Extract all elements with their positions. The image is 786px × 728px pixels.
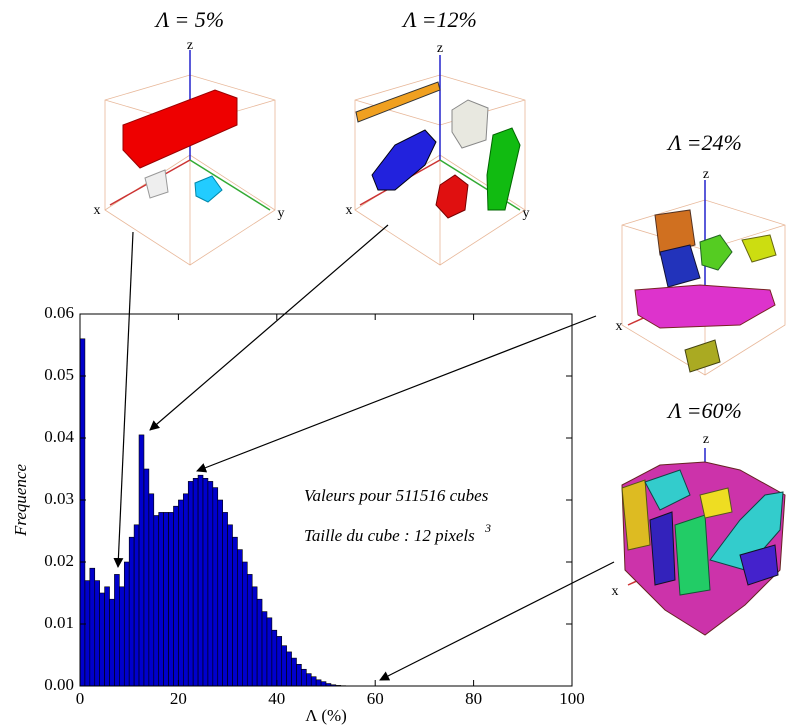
x-tick-label: 100 <box>559 689 585 708</box>
bar <box>128 536 135 687</box>
bar <box>197 474 204 687</box>
y-tick-label: 0.03 <box>44 489 74 508</box>
axis-label: x <box>612 584 619 599</box>
bar <box>217 499 223 687</box>
bar <box>271 629 278 687</box>
annotation-superscript: 3 <box>484 521 491 535</box>
bar <box>94 580 100 687</box>
y-tick-label: 0.05 <box>44 365 74 384</box>
inset-label: Λ =60% <box>666 398 742 423</box>
y-tick-label: 0.04 <box>44 427 74 446</box>
bar <box>281 645 287 687</box>
bar <box>138 434 145 687</box>
bar <box>291 657 297 687</box>
bar <box>163 512 169 687</box>
inset-4: Λ =60% z x <box>612 398 786 636</box>
y-tick-label: 0.02 <box>44 551 74 570</box>
axis-label: z <box>437 41 443 56</box>
bar <box>192 477 199 687</box>
annotation-text: Taille du cube : 12 pixels <box>304 526 475 545</box>
bar <box>173 505 179 687</box>
x-tick-label: 40 <box>268 689 285 708</box>
bar <box>320 681 327 687</box>
bar <box>168 512 174 687</box>
axis-label: y <box>523 206 530 221</box>
bar <box>104 586 110 687</box>
y-tick-label: 0.06 <box>44 303 74 322</box>
bar <box>143 468 150 687</box>
bar <box>301 668 307 687</box>
bar <box>202 477 209 687</box>
axis-label: y <box>278 206 285 221</box>
bar <box>153 515 160 687</box>
inset-label: Λ = 5% <box>154 7 224 32</box>
bar <box>306 673 312 687</box>
bar <box>251 586 258 687</box>
y-tick-label: 0.01 <box>44 613 74 632</box>
annotation: Taille du cube : 12 pixels 3 <box>304 521 491 545</box>
bar <box>256 598 263 687</box>
arrows <box>113 224 615 681</box>
bar <box>310 676 317 687</box>
x-axis-label: Λ (%) <box>305 706 347 725</box>
inset-label: Λ =12% <box>401 7 477 32</box>
bar <box>84 580 91 687</box>
bar <box>178 499 184 687</box>
inset-3: Λ =24% z x <box>616 130 786 376</box>
x-tick-label: 20 <box>170 689 187 708</box>
bar <box>266 617 273 687</box>
y-tick-label: 0.00 <box>44 675 74 694</box>
x-tick-label: 60 <box>367 689 384 708</box>
bar <box>227 524 233 687</box>
inset-label: Λ =24% <box>666 130 742 155</box>
bar <box>114 574 120 687</box>
axis-label: x <box>616 319 623 334</box>
bar <box>158 512 164 687</box>
axis-label: z <box>187 38 193 53</box>
axis-label: x <box>94 203 101 218</box>
annotation: Valeurs pour 511516 cubes <box>304 486 489 505</box>
axis-label: z <box>703 432 709 447</box>
bar <box>276 636 283 687</box>
bar <box>89 567 96 687</box>
bar <box>237 549 243 687</box>
bar <box>109 598 115 687</box>
bar <box>133 524 140 687</box>
bar <box>296 663 302 687</box>
bar <box>232 536 238 687</box>
bar <box>242 561 248 687</box>
bar <box>148 493 155 687</box>
bar <box>222 512 228 687</box>
axis-label: z <box>703 167 709 182</box>
bar <box>119 586 125 687</box>
bar <box>187 481 194 687</box>
bar <box>207 481 214 687</box>
bar <box>212 487 219 687</box>
inset-2: Λ =12% z x y <box>346 7 530 266</box>
bar <box>315 679 322 687</box>
bar <box>99 592 105 687</box>
bar <box>79 338 86 687</box>
bar <box>123 561 130 687</box>
bar <box>246 574 253 687</box>
bar <box>261 611 268 687</box>
bar <box>183 493 189 687</box>
x-tick-label: 0 <box>76 689 85 708</box>
bar <box>286 651 292 687</box>
y-axis-label: Frequence <box>11 464 30 538</box>
x-tick-label: 80 <box>465 689 482 708</box>
inset-1: Λ = 5% z x y <box>94 7 285 266</box>
axis-label: x <box>346 203 353 218</box>
